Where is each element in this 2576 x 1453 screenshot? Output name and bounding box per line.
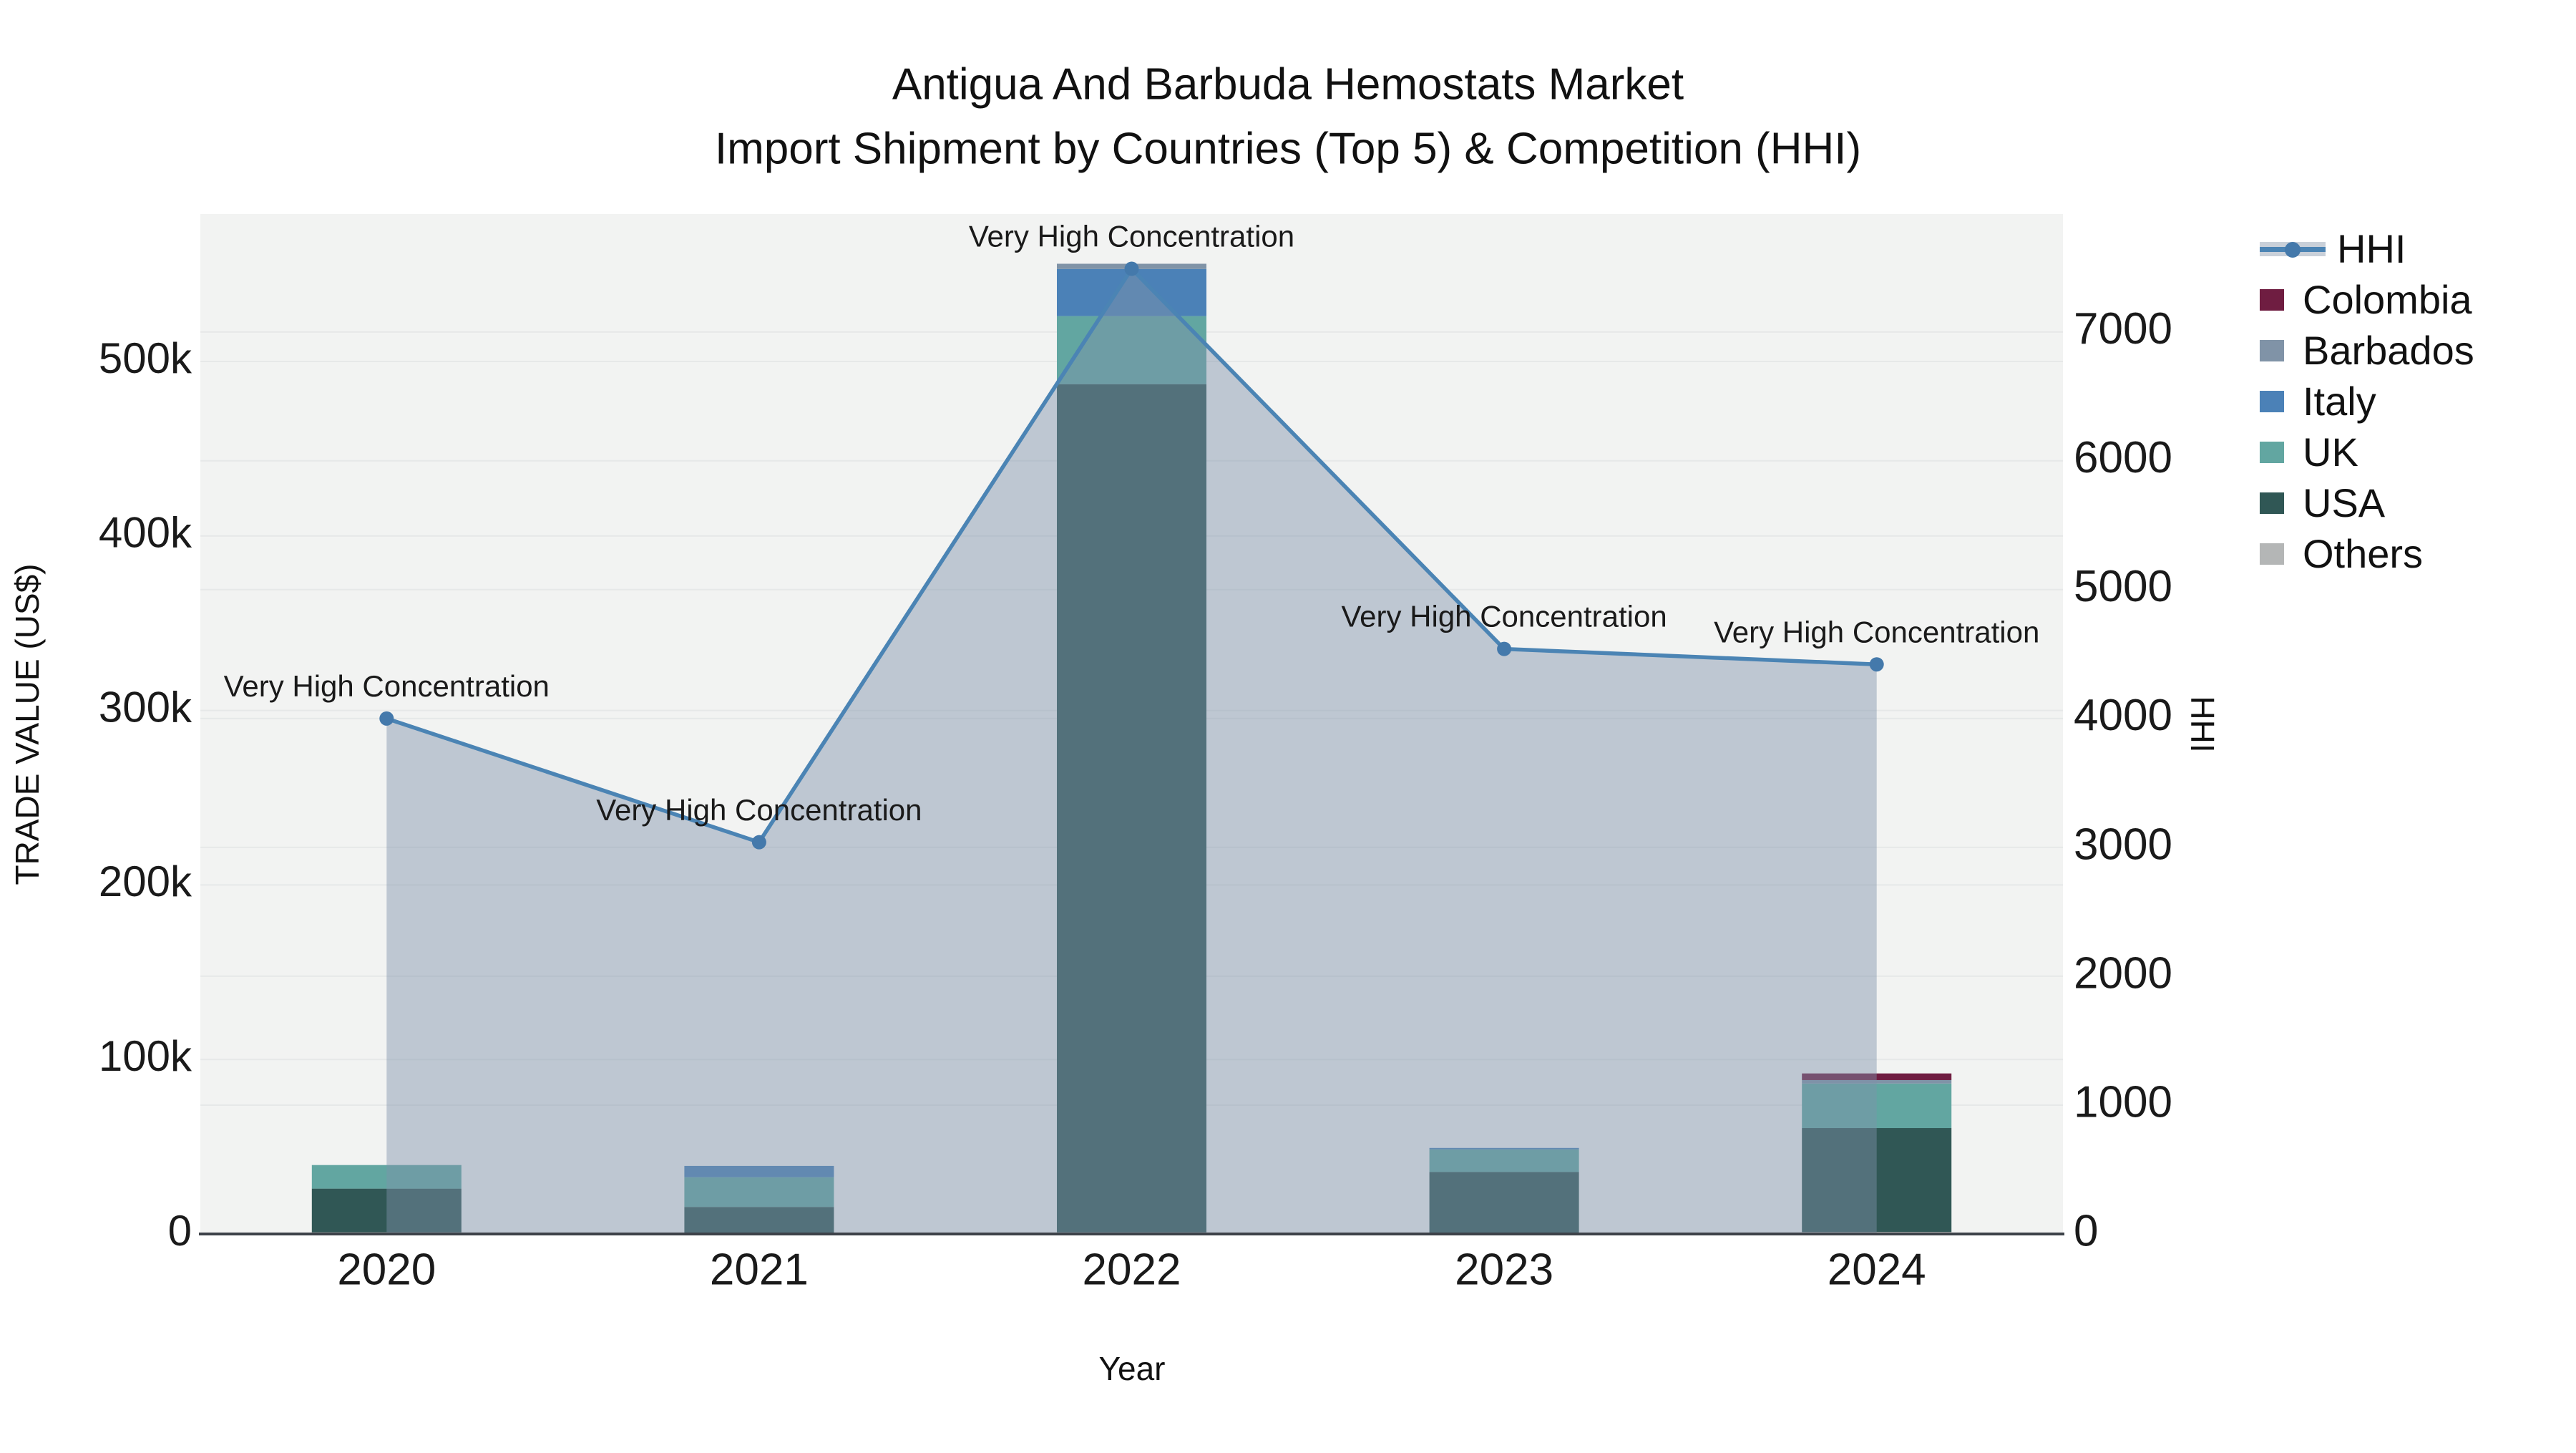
- legend-item-italy[interactable]: Italy: [2260, 376, 2474, 427]
- chart-title: Antigua And Barbuda Hemostats Market: [892, 59, 1684, 110]
- bar-segment-italy-2023[interactable]: [1429, 1147, 1579, 1150]
- hhi-line-sample-icon: [2260, 238, 2326, 260]
- hhi-marker-2023[interactable]: [1497, 641, 1512, 656]
- bar-segment-uk-2021[interactable]: [684, 1177, 834, 1207]
- legend-swatch-barbados: [2260, 339, 2284, 361]
- legend-label: USA: [2303, 480, 2386, 525]
- legend-label: Others: [2303, 531, 2424, 576]
- annotation-very-high-concentration: Very High Concentration: [1714, 615, 2039, 648]
- y-left-tick-label: 200k: [99, 857, 192, 905]
- chart-subtitle: Import Shipment by Countries (Top 5) & C…: [714, 124, 1862, 174]
- legend-label: HHI: [2337, 226, 2406, 271]
- bar-segment-barbados-2024[interactable]: [1802, 1079, 1952, 1084]
- y-right-tick-label: 3000: [2074, 820, 2172, 869]
- y-left-tick-label: 400k: [99, 509, 192, 557]
- hhi-marker-2020[interactable]: [379, 711, 394, 726]
- legend-swatch-italy: [2260, 390, 2284, 412]
- legend-label: UK: [2303, 429, 2358, 475]
- bar-segment-usa-2023[interactable]: [1429, 1172, 1579, 1233]
- legend-swatch-colombia: [2260, 288, 2284, 311]
- hhi-marker-2021[interactable]: [751, 835, 766, 850]
- legend-item-barbados[interactable]: Barbados: [2260, 325, 2474, 376]
- bar-segment-italy-2022[interactable]: [1057, 268, 1206, 316]
- y-left-tick-label: 100k: [99, 1032, 192, 1080]
- bar-segment-usa-2020[interactable]: [311, 1188, 462, 1233]
- bar-segment-usa-2021[interactable]: [684, 1207, 834, 1233]
- legend: HHI Colombia Barbados Italy UK USA Others: [2260, 223, 2474, 579]
- bar-segment-uk-2022[interactable]: [1057, 316, 1206, 384]
- y-right-tick-label: 4000: [2074, 691, 2172, 740]
- y-left-tick-label: 0: [168, 1207, 192, 1255]
- y-right-tick-label: 1000: [2074, 1077, 2172, 1127]
- x-tick-label: 2024: [1828, 1245, 1926, 1294]
- x-tick-label: 2021: [710, 1245, 809, 1294]
- x-axis-title: Year: [1098, 1350, 1166, 1387]
- legend-label: Barbados: [2303, 328, 2474, 373]
- y-right-tick-label: 7000: [2074, 304, 2172, 354]
- y-right-tick-label: 6000: [2074, 433, 2172, 482]
- x-tick-label: 2022: [1083, 1245, 1181, 1294]
- legend-item-colombia[interactable]: Colombia: [2260, 274, 2474, 325]
- bar-segment-italy-2021[interactable]: [684, 1165, 834, 1177]
- annotation-very-high-concentration: Very High Concentration: [1341, 600, 1667, 633]
- legend-item-hhi[interactable]: HHI: [2260, 223, 2474, 274]
- y-right-tick-label: 2000: [2074, 948, 2172, 998]
- annotation-very-high-concentration: Very High Concentration: [969, 220, 1294, 253]
- bar-segment-uk-2024[interactable]: [1802, 1083, 1952, 1129]
- y-right-tick-label: 0: [2074, 1206, 2098, 1255]
- legend-swatch-usa: [2260, 492, 2284, 514]
- hhi-marker-2024[interactable]: [1869, 657, 1884, 672]
- legend-item-others[interactable]: Others: [2260, 528, 2474, 579]
- bar-segment-uk-2023[interactable]: [1429, 1149, 1579, 1172]
- legend-label: Colombia: [2303, 277, 2472, 322]
- hhi-marker-2022[interactable]: [1124, 261, 1139, 276]
- legend-swatch-uk: [2260, 441, 2284, 463]
- y-left-tick-label: 500k: [99, 334, 192, 382]
- y-axis-title-left: TRADE VALUE (US$): [9, 563, 46, 885]
- x-tick-label: 2020: [337, 1245, 436, 1294]
- annotation-very-high-concentration: Very High Concentration: [224, 669, 550, 703]
- legend-item-uk[interactable]: UK: [2260, 427, 2474, 477]
- x-tick-label: 2023: [1455, 1245, 1553, 1294]
- legend-swatch-others: [2260, 543, 2284, 565]
- bar-segment-usa-2024[interactable]: [1802, 1128, 1952, 1233]
- bar-segment-uk-2020[interactable]: [311, 1165, 462, 1189]
- legend-item-usa[interactable]: USA: [2260, 477, 2474, 528]
- y-axis-title-right: HHI: [2184, 696, 2221, 753]
- bar-segment-usa-2022[interactable]: [1057, 384, 1206, 1233]
- hhi-area-fill: [386, 268, 1877, 1234]
- bar-segment-colombia-2024[interactable]: [1802, 1073, 1952, 1080]
- annotation-very-high-concentration: Very High Concentration: [596, 793, 922, 827]
- y-right-tick-label: 5000: [2074, 562, 2172, 611]
- y-left-tick-label: 300k: [99, 683, 192, 731]
- legend-label: Italy: [2303, 379, 2376, 424]
